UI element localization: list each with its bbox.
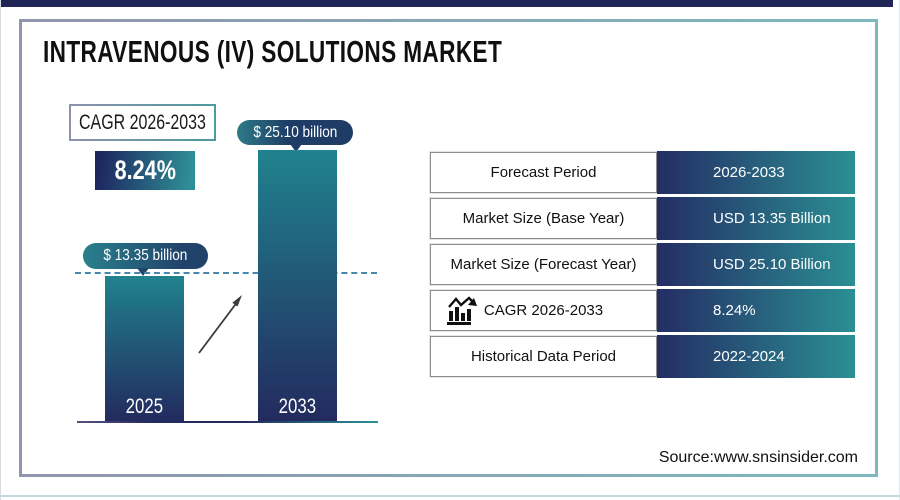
- table-row-label: Historical Data Period: [430, 336, 657, 377]
- table-row-label: Market Size (Base Year): [430, 198, 657, 239]
- bar-value-label-2025: $ 13.35 billion: [103, 247, 188, 264]
- cagr-value-label: 8.24%: [114, 155, 176, 185]
- callout-pointer-2033: [290, 144, 302, 152]
- table-row-value: 2022-2024: [657, 335, 855, 378]
- bar-chart-trend-icon: [447, 296, 477, 325]
- top-accent-bar: [0, 0, 893, 7]
- page-edge: [0, 0, 1, 500]
- bar-2033: 2033: [258, 150, 337, 422]
- page-title: INTRAVENOUS (IV) SOLUTIONS MARKET: [43, 34, 503, 69]
- bar-category-label: 2025: [125, 395, 164, 418]
- table-row-value: USD 13.35 Billion: [657, 197, 855, 240]
- table-row-label: Market Size (Forecast Year): [430, 244, 657, 285]
- chart-baseline: [77, 421, 378, 423]
- cagr-value-box: 8.24%: [95, 151, 195, 190]
- cagr-period-label: CAGR 2026-2033: [79, 110, 206, 134]
- bar-2025: 2025: [105, 276, 184, 422]
- source-attribution: Source:www.snsinsider.com: [658, 449, 858, 466]
- page-edge: [0, 495, 900, 497]
- cagr-period-box: CAGR 2026-2033: [69, 104, 216, 141]
- table-row-value: 8.24%: [657, 289, 855, 332]
- table-row-value: 2026-2033: [657, 151, 855, 194]
- table-row-label: CAGR 2026-2033: [430, 290, 657, 331]
- bar-value-label-2033: $ 25.10 billion: [253, 123, 337, 141]
- bar-value-callout-2033: $ 25.10 billion: [237, 120, 353, 145]
- bar-category-label: 2033: [278, 395, 317, 418]
- bar-value-callout-2025: $ 13.35 billion: [83, 243, 208, 269]
- table-row-label: Forecast Period: [430, 152, 657, 193]
- growth-arrow-icon: [198, 295, 242, 354]
- reference-dashed-line: [75, 272, 377, 274]
- table-row-value: USD 25.10 Billion: [657, 243, 855, 286]
